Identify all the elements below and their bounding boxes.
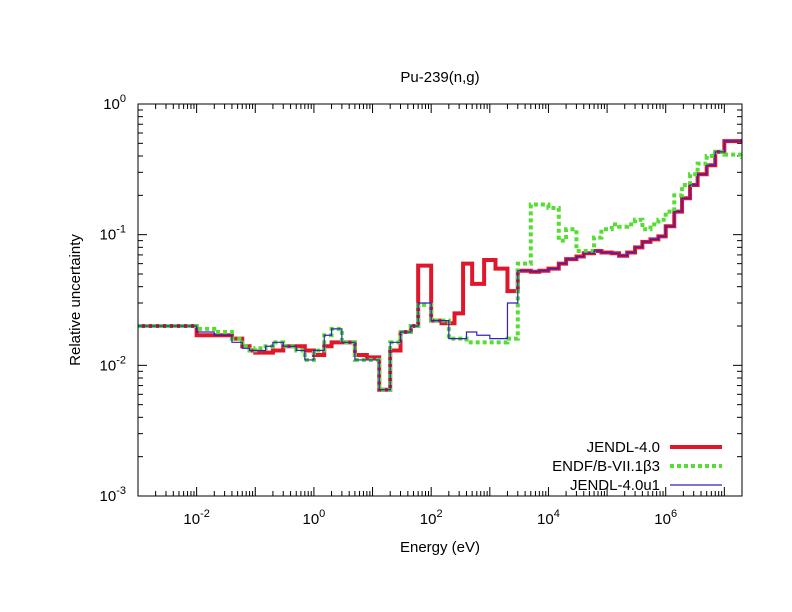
x-tick-label: 106 bbox=[654, 508, 677, 528]
x-tick-label: 104 bbox=[537, 508, 560, 528]
plot-frame bbox=[137, 103, 743, 497]
legend-label-2: ENDF/B-VII.1β3 bbox=[552, 458, 660, 475]
x-tick-label: 102 bbox=[420, 508, 443, 528]
y-tick-label: 100 bbox=[103, 93, 126, 113]
legend-label-3: JENDL-4.0u1 bbox=[570, 477, 660, 494]
legend: JENDL-4.0 ENDF/B-VII.1β3 JENDL-4.0u1 bbox=[552, 439, 722, 494]
series-layer bbox=[138, 138, 742, 392]
y-axis-label: Relative uncertainty bbox=[67, 234, 84, 366]
y-tick-label: 10-3 bbox=[100, 485, 126, 505]
axis-ticks: 10-2 100 102 104 106 10-3 10-2 10-1 100 bbox=[100, 93, 743, 528]
x-tick-label: 10-2 bbox=[183, 508, 209, 528]
legend-label-1: JENDL-4.0 bbox=[587, 439, 660, 456]
x-tick-label: 100 bbox=[302, 508, 325, 528]
chart-title: Pu-239(n,g) bbox=[400, 69, 479, 86]
y-tick-label: 10-2 bbox=[100, 354, 126, 374]
y-tick-label: 10-1 bbox=[100, 224, 126, 244]
x-axis-label: Energy (eV) bbox=[400, 539, 480, 556]
series-line-3 bbox=[138, 138, 742, 391]
